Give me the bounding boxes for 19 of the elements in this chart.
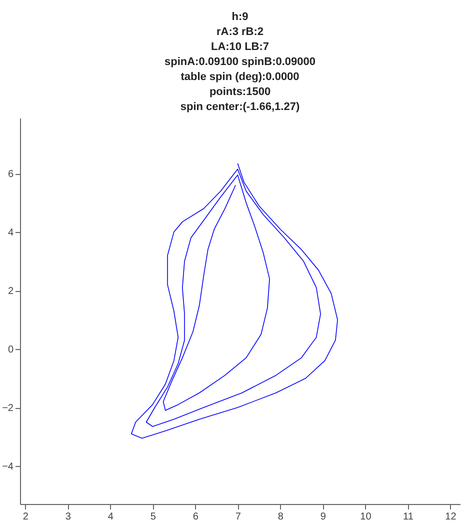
y-tick-label: 2 [8,286,14,298]
x-tick-label: 8 [278,512,284,522]
x-tick-label: 10 [360,512,372,522]
x-tick-label: 11 [403,512,414,522]
y-tick-label: −2 [2,403,14,414]
x-tick-label: 5 [150,512,156,522]
x-tick-label: 9 [320,512,326,522]
x-tick-label: 3 [65,512,72,522]
x-tick-label: 2 [22,512,29,522]
x-tick-label: 4 [108,512,114,522]
y-tick-label: 0 [8,344,14,356]
y-tick-label: −4 [2,461,14,472]
x-tick-label: 7 [235,512,242,522]
y-tick-label: 6 [8,169,14,180]
x-tick-label: 6 [192,512,199,522]
x-tick-label: 12 [445,512,457,522]
line-series [130,162,338,439]
chart-title: h:9 rA:3 rB:2 LA:10 LB:7 spinA:0.09100 spinB:0.09000 table spin (deg):0.0000 points:1500 spin center:(-1.66,1.27) [164,11,316,113]
y-tick-label: 4 [8,228,14,239]
